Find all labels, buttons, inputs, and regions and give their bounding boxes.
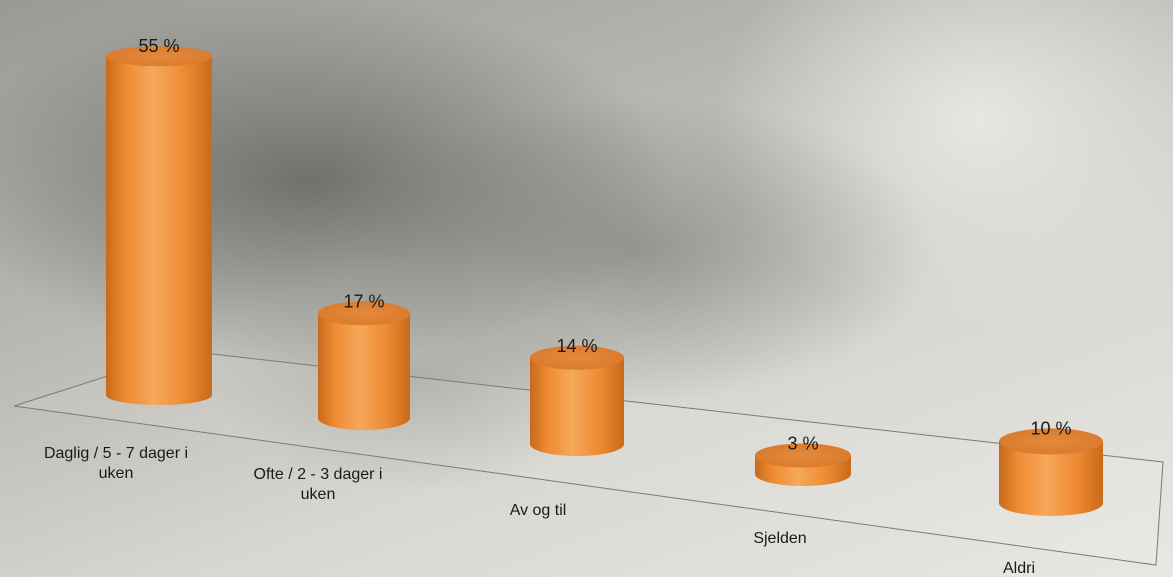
bar-4-top <box>755 443 851 468</box>
data-label-3: 14 % <box>556 336 597 356</box>
bar-4 <box>755 443 851 486</box>
category-label-5: Aldri <box>1003 560 1035 577</box>
data-label-1: 55 % <box>138 36 179 56</box>
category-label-1: Daglig / 5 - 7 dager i uken <box>44 445 188 482</box>
bar-3 <box>530 345 624 456</box>
bar-5-body <box>999 441 1103 516</box>
data-label-5: 10 % <box>1030 418 1071 438</box>
category-label-3: Av og til <box>510 502 567 519</box>
bar-1-body <box>106 56 212 405</box>
category-label-2: Ofte / 2 - 3 dager i uken <box>254 466 383 503</box>
bar-1-top <box>106 46 212 67</box>
bar-1 <box>106 46 212 405</box>
category-label-4: Sjelden <box>753 530 806 547</box>
bar-2 <box>318 301 410 430</box>
data-label-2: 17 % <box>343 291 384 311</box>
bar-5-top <box>999 428 1103 455</box>
bar-2-top <box>318 301 410 326</box>
data-label-4: 3 % <box>787 434 818 454</box>
bar-3-body <box>530 357 624 456</box>
bar-5 <box>999 428 1103 516</box>
bar-3-top <box>530 345 624 370</box>
bar-2-body <box>318 313 410 430</box>
